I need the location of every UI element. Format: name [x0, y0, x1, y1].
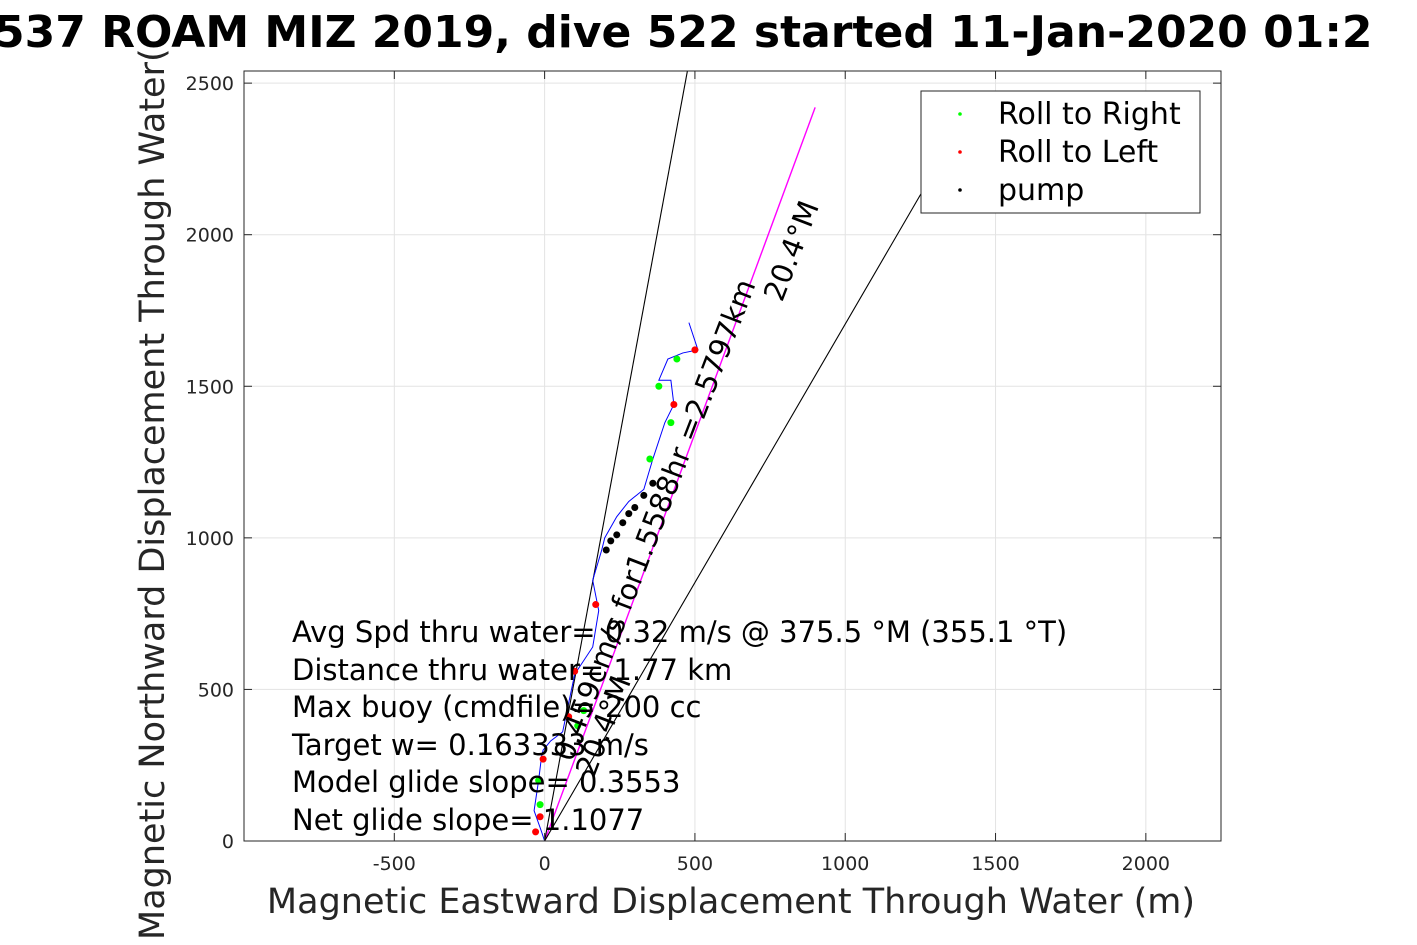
roll-left-point: [571, 667, 579, 675]
legend-label-roll-right: Roll to Right: [998, 97, 1181, 132]
x-tick-label: 1500: [971, 853, 1019, 875]
y-tick-label: 1500: [186, 376, 234, 398]
y-tick-label: 0: [222, 831, 234, 853]
chart-title: 537 ROAM MIZ 2019, dive 522 started 11-J…: [0, 7, 1373, 58]
legend-marker-roll-right: [958, 112, 962, 116]
roll-left-point: [532, 828, 540, 836]
roll-right-point: [574, 722, 582, 730]
left-bound-line: [544, 70, 688, 842]
x-tick-label: 1000: [821, 853, 869, 875]
annotation-text: Target w= 0.163333 m/s: [291, 728, 649, 762]
legend-label-roll-left: Roll to Left: [998, 135, 1158, 170]
right-bound-line: [544, 191, 923, 842]
pump-point: [619, 519, 627, 527]
annotation-text: Avg Spd thru water= 0.32 m/s @ 375.5 °M …: [292, 615, 1067, 649]
legend-marker-pump: [958, 188, 962, 192]
roll-left-point: [670, 400, 678, 408]
x-axis-label: Magnetic Eastward Displacement Through W…: [267, 882, 1195, 922]
current-line: [543, 107, 816, 842]
pump-point: [631, 504, 639, 512]
y-tick-label: 2000: [186, 225, 234, 247]
roll-right-point: [655, 382, 663, 390]
legend-marker-roll-left: [958, 150, 962, 154]
x-tick-label: 2000: [1122, 853, 1170, 875]
pump-point: [625, 510, 633, 518]
axis-ticks: -500 0 500 1000 1500 2000 0 500 1000 1500 2000 2500: [186, 71, 1221, 875]
pump-point: [613, 531, 621, 539]
axes-frame: [243, 70, 1222, 842]
pump-point: [640, 491, 648, 499]
annotation-text: Distance thru water= 1.77 km: [292, 653, 732, 687]
roll-left-point: [565, 713, 573, 721]
roll-left-point: [592, 601, 600, 609]
annotation-text: Model glide slope= 0.3553: [292, 765, 680, 799]
roll-right-point: [667, 419, 675, 427]
legend-box: [920, 90, 1201, 214]
roll-left-point: [536, 813, 544, 821]
pump-point: [602, 546, 610, 554]
legend-label-pump: pump: [998, 173, 1084, 208]
dive-track-line: [533, 322, 699, 842]
annotation-text: Net glide slope= 1.1077: [292, 803, 644, 837]
roll-right-point: [536, 801, 544, 809]
x-tick-label: -500: [373, 853, 416, 875]
pump-point: [649, 479, 657, 487]
y-tick-label: 500: [198, 679, 234, 701]
roll-left-point: [539, 755, 547, 763]
roll-right-point: [673, 355, 681, 363]
annotation-text: Max buoy (cmdfile)= 200 cc: [292, 690, 701, 724]
legend: Roll to Right Roll to Left pump: [920, 90, 1201, 214]
roll-right-point: [580, 707, 588, 715]
roll-right-point: [646, 455, 654, 463]
x-tick-label: 0: [539, 853, 551, 875]
y-tick-label: 1000: [186, 528, 234, 550]
roll-left-point: [691, 346, 699, 354]
y-axis-label: Magnetic Northward Displacement Through …: [133, 48, 173, 940]
y-tick-label: 2500: [186, 73, 234, 95]
pump-point: [607, 537, 615, 545]
data-layer: [532, 70, 923, 842]
x-tick-label: 500: [677, 853, 713, 875]
roll-right-point: [535, 776, 543, 784]
